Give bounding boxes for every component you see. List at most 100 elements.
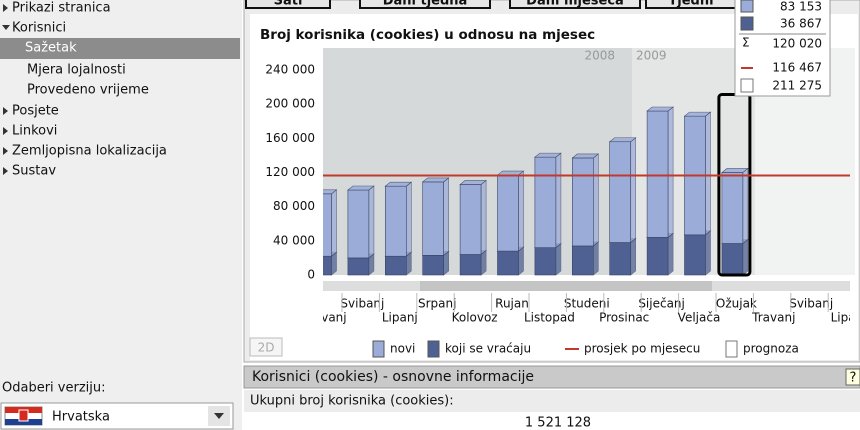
view-toggle[interactable] (249, 337, 283, 357)
nav-item[interactable]: Zemljopisna lokalizacija (12, 144, 167, 159)
bar-side (742, 167, 749, 245)
y-tick-label: 160 000 (265, 131, 315, 145)
legend-swatch (372, 340, 385, 358)
tooltip-value: 83 153 (780, 0, 822, 14)
tab[interactable] (509, 0, 641, 9)
bar-segment (571, 157, 594, 247)
x-tick-label: Svibanj (789, 297, 833, 311)
year-label: 2009 (636, 49, 667, 63)
legend: novi koji se vraćaju prosjek po mjesecu pro… (372, 340, 799, 358)
nav-item[interactable]: Prikazi stranica (12, 1, 111, 16)
nav-item[interactable]: Provedeno vrijeme (27, 83, 149, 98)
bar-segment (609, 141, 632, 243)
legend-swatch (427, 340, 440, 358)
tab[interactable] (359, 0, 491, 9)
y-tick-label: 120 000 (265, 165, 315, 179)
x-tick-label: Travanj (302, 311, 346, 325)
x-tick-label: Lipanj (831, 311, 860, 325)
bar-segment (347, 257, 370, 276)
legend-label: koji se vraćaju (445, 342, 531, 356)
nav-item[interactable]: Sažetak (25, 41, 77, 56)
tab[interactable] (245, 0, 331, 9)
bar-top (421, 177, 450, 183)
tab-label: Dani tjedna (383, 0, 468, 9)
bar-segment (384, 185, 407, 257)
info-value: 1 521 128 (525, 416, 591, 430)
x-tick-label: Lipanj (382, 311, 418, 325)
info-title: Korisnici (cookies) - osnovne informacij… (252, 369, 534, 385)
bar-segment (721, 172, 744, 244)
bar-top (721, 168, 749, 173)
bar-side (705, 230, 711, 276)
version-value: Hrvatska (52, 410, 110, 425)
bar-top (571, 153, 600, 159)
bar-top (683, 111, 712, 117)
y-tick-label: 200 000 (265, 97, 315, 111)
bar-top (384, 181, 413, 187)
x-tick-label: Studeni (564, 297, 610, 311)
bar-top (459, 180, 487, 185)
x-tick-label: Travanj (751, 311, 795, 325)
bar-segment (721, 243, 744, 276)
x-tick-label: Svibanj (340, 297, 384, 311)
bar-side (630, 237, 636, 276)
x-tick-label: Ožujak (716, 297, 757, 311)
bar-side (406, 181, 412, 257)
scroll-thumb[interactable] (420, 281, 712, 291)
info-value-row (244, 412, 860, 430)
chart-title: Broj korisnika (cookies) u odnosu na mje… (260, 27, 595, 43)
legend-label: prognoza (743, 342, 799, 356)
tooltip-swatch (740, 16, 754, 31)
tooltip-value: 36 867 (780, 17, 822, 31)
dropdown-arrow (214, 413, 224, 419)
bar-segment (534, 247, 557, 276)
nav-item[interactable]: Linkovi (12, 124, 57, 139)
bar-side (518, 170, 524, 252)
bar-segment (497, 174, 519, 252)
view-toggle-label: 2D (258, 341, 275, 355)
tooltip-value: 120 020 (772, 37, 822, 51)
bar-side (667, 232, 674, 276)
collapsed-arrow (3, 127, 8, 135)
tab-label: Tjedni (668, 0, 713, 9)
bar-side (742, 238, 749, 276)
bar-segment (646, 110, 669, 238)
bar-top (323, 189, 338, 195)
bar-side (667, 106, 674, 239)
bar-segment (347, 189, 370, 259)
bar-segment (497, 250, 519, 276)
help-button[interactable] (845, 368, 860, 386)
flag-blue (5, 419, 42, 425)
legend-label: prosjek po mjesecu (584, 342, 700, 356)
tab-label: Dani mjeseca (526, 0, 624, 9)
info-row (244, 390, 860, 412)
nav-item[interactable]: Korisnici (12, 21, 66, 36)
bar-segment (422, 181, 445, 256)
bar-side (331, 189, 337, 257)
version-label: Odaberi verziju: (2, 381, 106, 396)
tooltip-value: 116 467 (772, 61, 822, 75)
plot: TravanjSvibanjLipanjSrpanjKolovozRujanLi… (302, 93, 860, 325)
expanded-arrow (2, 25, 10, 30)
tab-label: Sati (274, 0, 303, 9)
nav-item[interactable]: Posjete (12, 104, 59, 119)
nav-item[interactable]: Mjera lojalnosti (27, 63, 126, 78)
tooltip-swatch (740, 0, 754, 13)
y-tick-label: 0 (307, 268, 315, 282)
bar-side (555, 152, 562, 249)
x-tick-label: Siječanj (638, 297, 685, 311)
info-label: Ukupni broj korisnika (cookies): (250, 394, 454, 409)
collapsed-arrow (3, 147, 8, 155)
bar-top (646, 106, 674, 112)
bar-segment (646, 237, 669, 276)
nav-item[interactable]: Sustav (12, 164, 56, 179)
tooltip-sum-symbol: Σ (742, 36, 750, 50)
bar-segment (459, 254, 482, 276)
bar-side (480, 179, 487, 256)
bar-side (555, 243, 562, 276)
info-header (243, 365, 860, 389)
bar-side (705, 111, 711, 236)
tooltip-forecast (740, 78, 754, 93)
collapsed-arrow (3, 107, 8, 115)
